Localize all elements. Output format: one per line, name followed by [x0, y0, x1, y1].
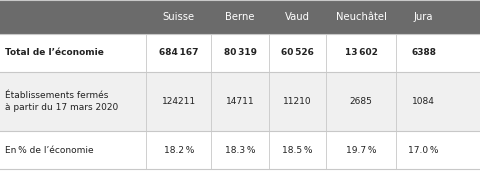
Text: Jura: Jura [414, 12, 433, 22]
Text: 684 167: 684 167 [159, 48, 199, 57]
Bar [0, 34, 480, 72]
Text: 18.3 %: 18.3 % [225, 146, 255, 155]
Text: 2685: 2685 [350, 97, 372, 106]
Bar [0, 131, 480, 169]
Text: 19.7 %: 19.7 % [346, 146, 376, 155]
Text: 18.2 %: 18.2 % [164, 146, 194, 155]
Bar [0, 72, 480, 131]
Text: 14711: 14711 [226, 97, 254, 106]
Text: Suisse: Suisse [163, 12, 195, 22]
Text: 60 526: 60 526 [281, 48, 314, 57]
Bar [0, 0, 480, 34]
Text: 17.0 %: 17.0 % [408, 146, 439, 155]
Text: 18.5 %: 18.5 % [282, 146, 313, 155]
Text: 6388: 6388 [411, 48, 436, 57]
Text: Établissements fermés
à partir du 17 mars 2020: Établissements fermés à partir du 17 mar… [5, 91, 118, 112]
Text: 13 602: 13 602 [345, 48, 378, 57]
Text: 11210: 11210 [283, 97, 312, 106]
Text: 80 319: 80 319 [224, 48, 256, 57]
Text: 1084: 1084 [412, 97, 435, 106]
Text: En % de l’économie: En % de l’économie [5, 146, 94, 155]
Text: 124211: 124211 [162, 97, 196, 106]
Text: Berne: Berne [225, 12, 255, 22]
Text: Neuchâtel: Neuchâtel [336, 12, 386, 22]
Text: Total de l’économie: Total de l’économie [5, 48, 104, 57]
Text: Vaud: Vaud [285, 12, 310, 22]
